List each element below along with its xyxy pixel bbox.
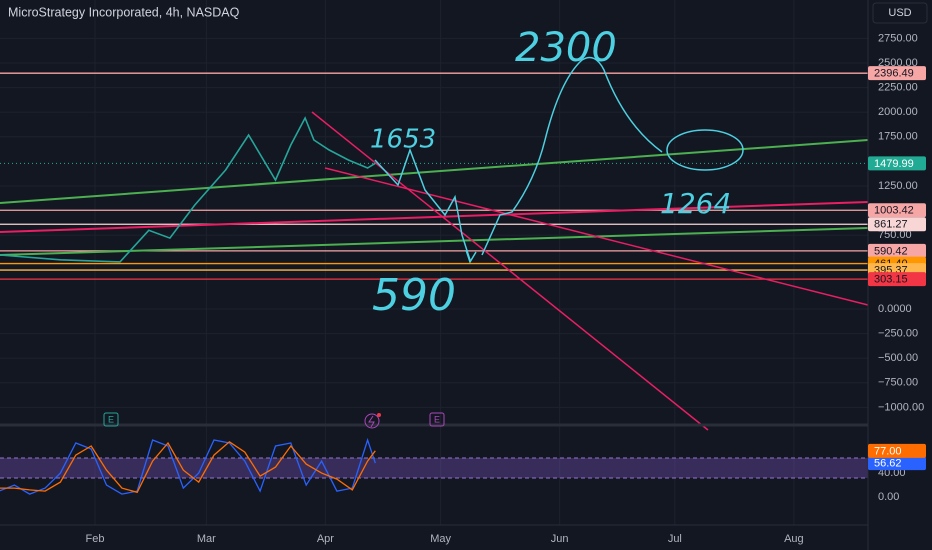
currency: USD [888,7,911,19]
y-tick-label: 2250.00 [878,81,918,93]
event-label: E [434,414,440,424]
grid [0,0,868,525]
dot [377,413,381,417]
drawn-path [374,147,477,264]
price-line [0,437,376,495]
oscillator-band [0,458,868,478]
y-tick-label: 750.00 [878,229,912,241]
price-badge [868,456,926,471]
y-tick-label: 2000.00 [878,106,918,118]
x-tick-label: Jun [551,533,569,545]
lightning [368,415,375,428]
price-label: 1003.42 [874,205,914,217]
annotation: 1653 [370,125,436,155]
price-label: 1479.99 [874,158,914,170]
x-tick-label: Aug [784,533,804,545]
price-badge [868,156,926,171]
x-tick-label: Apr [317,533,334,545]
trend-line [0,227,869,256]
trend-lines [0,111,869,431]
hand-drawing [374,56,744,264]
symbol-title: MicroStrategy Incorporated, 4h, NASDAQ [8,5,240,19]
price-badge [868,66,926,81]
y-tick-label: 2750.00 [878,32,918,44]
price-badge [868,243,926,258]
y-tick-label: −750.00 [878,377,918,389]
price-line [0,440,376,494]
split-icon[interactable] [364,413,380,429]
y-tick-label: 1750.00 [878,131,918,143]
y-tick-label: −500.00 [878,352,918,364]
trend-line [0,139,869,204]
x-tick-label: May [430,533,451,545]
price-label: 303.15 [874,274,908,286]
drawn-path [481,56,663,256]
trend-line [0,201,869,233]
price-label: 77.00 [874,445,902,457]
y-tick-label: −250.00 [878,327,918,339]
x-tick-label: Jul [668,533,682,545]
price-badge [868,217,926,232]
x-tick-label: Mar [197,533,216,545]
event-icon[interactable] [429,412,445,427]
price-badge [868,443,926,458]
price-line [0,116,376,263]
plot [0,116,376,495]
event-icon[interactable] [103,412,119,427]
price-badge [868,272,926,287]
x-tick-label: Feb [86,533,105,545]
trend-line [311,111,709,431]
y-tick-label: 1250.00 [878,180,918,192]
y-tick-label: 2500.00 [878,57,918,69]
annotation: 1264 [660,187,731,220]
annotation: 590 [372,270,456,321]
price-badge [868,203,926,218]
y-tick-label: 0.00 [878,491,899,503]
event-label: E [108,414,114,424]
currency-button[interactable] [872,2,928,24]
y-tick-label: 0.0000 [878,303,912,315]
price-label: 590.42 [874,245,908,257]
trend-line [324,167,869,306]
drawn-circle [666,129,744,171]
y-tick-label: −1000.00 [878,401,924,413]
annotation: 2300 [515,25,617,71]
price-label: 861.27 [874,219,908,231]
price-label: 2396.49 [874,68,914,80]
price-label: 56.62 [874,458,902,470]
